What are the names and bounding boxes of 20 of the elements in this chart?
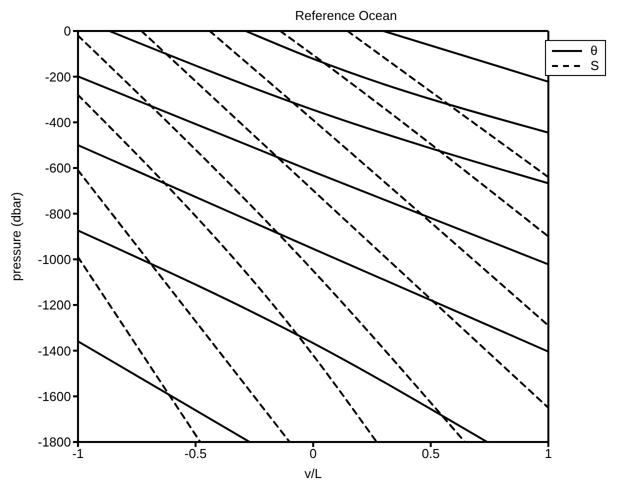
x-tick-label: 1 (544, 446, 552, 462)
y-tick-label: 0 (64, 24, 71, 39)
x-tick-label: -0.5 (184, 446, 207, 462)
y-tick-label: -400 (44, 114, 71, 130)
x-tick-label: 0 (310, 446, 317, 462)
y-tick-label: -1200 (38, 298, 71, 313)
y-tick-label: -1600 (38, 388, 71, 404)
y-tick-label: -1800 (38, 434, 71, 450)
y-tick-label: -200 (44, 69, 71, 84)
legend-label: S (590, 58, 599, 73)
y-tick-label: -600 (44, 160, 71, 176)
chart-title: Reference Ocean (294, 8, 398, 23)
y-tick-label: -1400 (38, 343, 71, 358)
x-tick-label: -1 (72, 446, 84, 462)
legend-label: θ (590, 43, 598, 58)
y-tick-label: -1000 (38, 252, 71, 267)
y-tick-label: -800 (44, 206, 71, 222)
y-axis-title: pressure (dbar) (8, 192, 24, 281)
x-tick-label: 0.5 (422, 446, 440, 462)
x-axis-title: v/L (304, 466, 322, 481)
